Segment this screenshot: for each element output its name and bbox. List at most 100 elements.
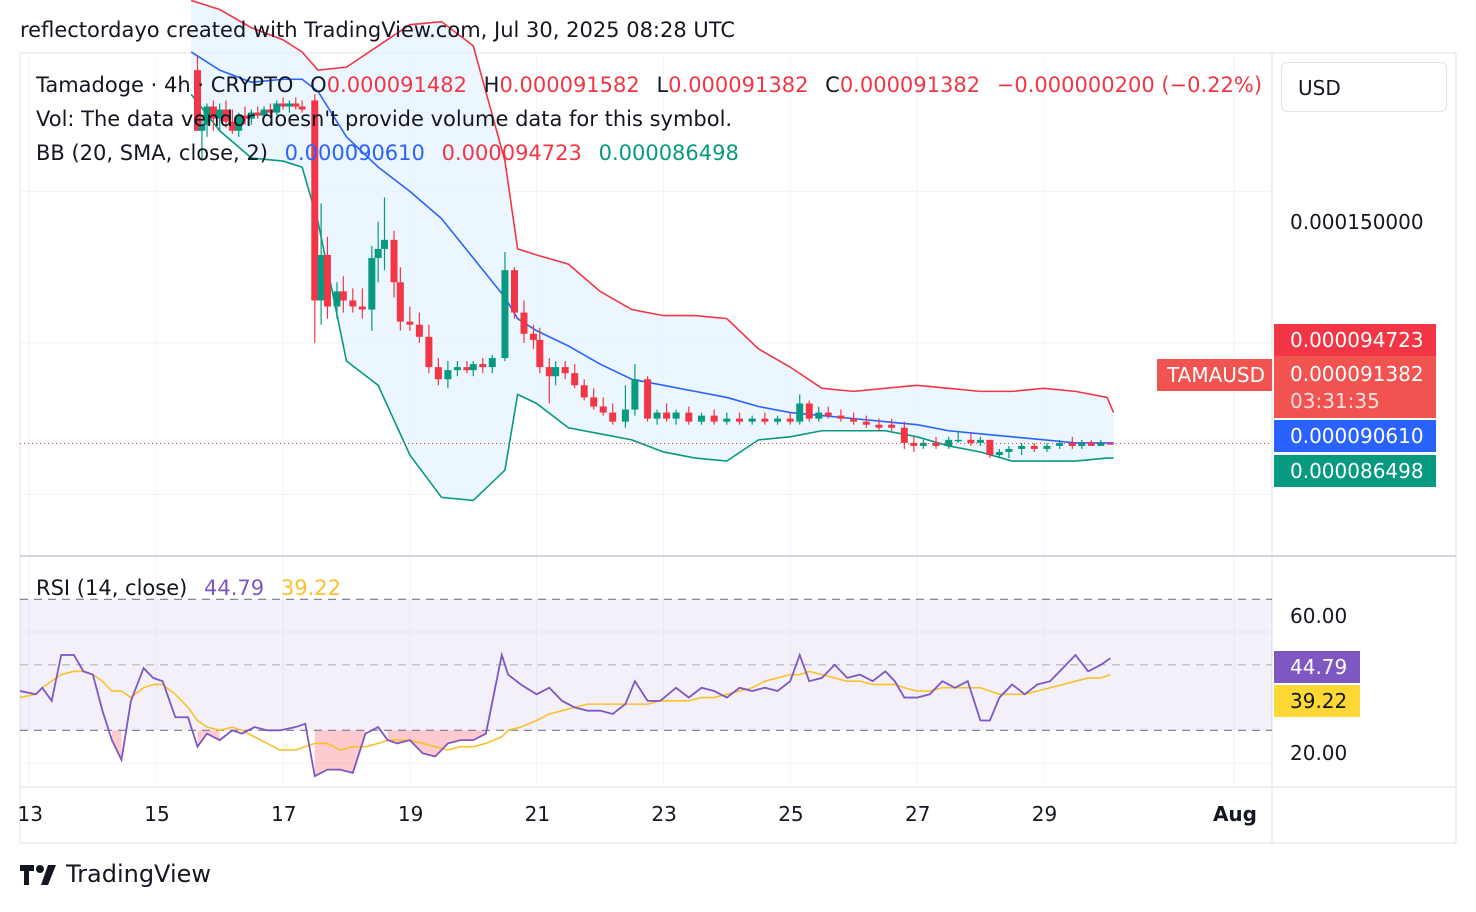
rsi-tag: 44.79 (1274, 651, 1360, 683)
candle-body-28 (390, 239, 398, 283)
rsi-ma-line (19, 670, 1111, 751)
bb-legend[interactable]: BB (20, SMA, close, 2) 0.000090610 0.000… (36, 140, 739, 166)
candle-body-79 (919, 442, 927, 446)
candle-body-5 (222, 109, 230, 122)
candle-body-57 (663, 412, 671, 419)
candle-body-43 (529, 333, 537, 340)
candle-body-18 (311, 100, 319, 301)
candle-body-26 (374, 248, 382, 259)
rsi-line (19, 651, 1111, 778)
candle-body-39 (488, 358, 496, 368)
tradingview-wordmark: TradingView (66, 860, 212, 888)
candle-body-84 (976, 439, 984, 443)
candle-body-38 (479, 364, 487, 368)
candle-body-73 (850, 418, 858, 422)
candle-body-27 (381, 239, 389, 249)
low-label: L (656, 73, 669, 97)
time-tick-1: 15 (144, 802, 170, 826)
candle-body-14 (279, 103, 287, 107)
rsi-oversold-fill (111, 730, 486, 777)
time-tick-9: Aug (1212, 802, 1257, 826)
symbol-tag[interactable]: TAMAUSD (1157, 359, 1272, 391)
candle-body-8 (241, 115, 249, 119)
candle-body-72 (837, 415, 845, 419)
candle-body-58 (672, 412, 680, 419)
candle-body-51 (599, 406, 607, 413)
candle-body-2 (203, 106, 211, 125)
candle-body-10 (254, 112, 262, 116)
time-tick-3: 19 (397, 802, 424, 826)
candle-body-55 (644, 379, 652, 419)
candle-body-30 (406, 321, 414, 325)
tradingview-brand[interactable]: TradingView (20, 860, 211, 888)
ohlc-legend[interactable]: Tamadoge · 4h · CRYPTO O0.000091482 H0.0… (36, 72, 1262, 98)
candle-body-35 (453, 367, 461, 371)
candle-body-48 (571, 373, 579, 386)
candle-body-6 (228, 121, 236, 131)
candle-body-71 (824, 412, 832, 416)
candle-body-36 (463, 367, 471, 371)
candle-body-56 (653, 412, 661, 419)
candle-body-75 (875, 424, 883, 428)
candle-body-23 (349, 300, 357, 307)
open-label: O (310, 73, 327, 97)
currency-button[interactable]: USD (1281, 62, 1447, 112)
candle-body-69 (805, 403, 813, 419)
rsi-ma-tag: 39.22 (1274, 685, 1360, 717)
bb-upper-line (190, 0, 1115, 413)
high-label: H (483, 73, 500, 97)
rsi-indicator (19, 598, 1272, 778)
candle-body-1 (198, 124, 206, 131)
time-tick-2: 17 (271, 802, 297, 826)
candle-body-67 (786, 418, 794, 422)
candle-body-89 (1030, 445, 1038, 449)
rsi-ma-value: 39.22 (280, 576, 341, 600)
candle-body-54 (631, 379, 639, 410)
candle-body-64 (748, 418, 756, 422)
outer-frame (19, 52, 1457, 844)
candle-body-4 (216, 109, 224, 119)
bb-basis-tag: 0.000090610 (1274, 420, 1436, 452)
volume-notice: Vol: The data vendor doesn't provide vol… (36, 107, 733, 131)
candle-body-62 (723, 418, 731, 422)
change-value: −0.000000200 (−0.22%) (996, 73, 1263, 97)
bb-lower-tag: 0.000086498 (1274, 455, 1436, 487)
candle-body-12 (266, 109, 274, 113)
high-value: 0.000091582 (499, 73, 640, 97)
candle-body-24 (358, 306, 366, 310)
candle-body-32 (425, 336, 433, 368)
rsi-legend[interactable]: RSI (14, close) 44.79 39.22 (36, 575, 341, 601)
bb-label: BB (20, SMA, close, 2) (36, 141, 268, 165)
candle-body-86 (995, 451, 1003, 455)
candle-body-88 (1018, 445, 1026, 449)
candle-body-81 (945, 439, 953, 446)
candle-body-46 (552, 367, 560, 377)
candle-body-0 (193, 70, 201, 131)
rsi-value: 44.79 (204, 576, 265, 600)
candle-body-15 (285, 103, 293, 107)
candle-body-96 (1106, 443, 1114, 445)
bb-upper-value: 0.000094723 (441, 141, 582, 165)
open-value: 0.000091482 (326, 73, 467, 97)
candle-body-68 (796, 403, 804, 422)
candle-body-87 (1005, 448, 1013, 452)
candle-body-42 (520, 312, 528, 334)
candle-body-92 (1068, 442, 1076, 446)
candle-body-19 (317, 255, 325, 301)
time-tick-4: 21 (524, 802, 551, 826)
time-tick-6: 25 (778, 802, 804, 826)
candle-body-22 (339, 291, 347, 301)
candle-body-90 (1043, 445, 1051, 449)
candle-body-66 (774, 418, 782, 422)
candle-body-60 (697, 415, 705, 422)
candle-body-45 (545, 367, 553, 377)
candle-body-49 (580, 385, 588, 398)
watermark-header: reflectordayo created with TradingView.c… (20, 18, 736, 42)
candle-body-95 (1097, 442, 1105, 446)
pane-frames (19, 52, 1457, 844)
time-tick-5: 23 (651, 802, 677, 826)
candle-body-33 (434, 367, 442, 380)
bb-upper-tag: 0.000094723 (1274, 324, 1436, 356)
time-tick-8: 29 (1031, 802, 1058, 826)
